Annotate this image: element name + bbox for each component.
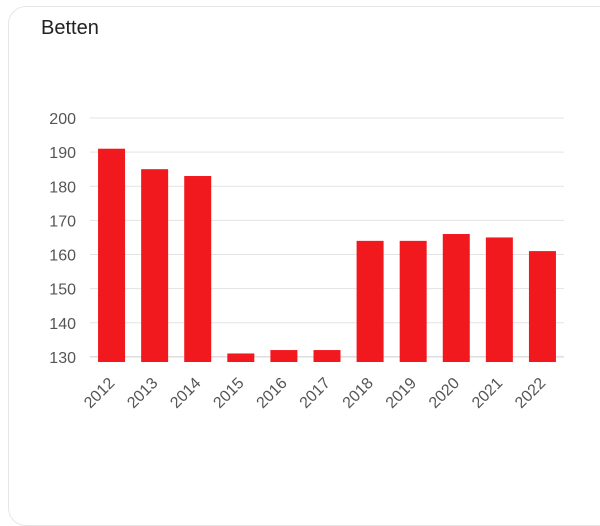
bar-2021	[485, 237, 513, 362]
y-tick-label: 130	[49, 350, 76, 367]
y-tick-label: 190	[49, 145, 76, 162]
x-tick-label: 2020	[426, 375, 463, 412]
bar-2016	[270, 350, 298, 362]
y-tick-label: 200	[49, 111, 76, 128]
x-tick-label: 2015	[210, 375, 247, 412]
y-tick-label: 150	[49, 282, 76, 299]
bar-2012	[98, 148, 126, 362]
bars	[98, 148, 556, 362]
bar-2017	[313, 350, 341, 362]
x-tick-label: 2021	[469, 375, 506, 412]
x-axis-ticks: 2012 2013 2014 2015 2016 2017 2018 2019 2020 2021…	[81, 375, 549, 412]
x-tick-label: 2014	[167, 375, 204, 412]
bar-2013	[141, 169, 169, 362]
x-tick-label: 2016	[254, 375, 291, 412]
bar-2019	[399, 240, 427, 362]
bar-2022	[528, 251, 556, 362]
x-tick-label: 2022	[512, 375, 549, 412]
bar-2014	[184, 176, 212, 362]
x-tick-label: 2017	[297, 375, 334, 412]
y-tick-label: 180	[49, 179, 76, 196]
bar-2018	[356, 240, 384, 362]
y-tick-label: 160	[49, 248, 76, 265]
bar-2020	[442, 234, 470, 362]
y-tick-label: 140	[49, 316, 76, 333]
x-tick-label: 2013	[124, 375, 161, 412]
x-tick-label: 2012	[81, 375, 118, 412]
x-tick-label: 2019	[383, 375, 420, 412]
bar-2015	[227, 353, 255, 362]
y-tick-label: 170	[49, 213, 76, 230]
x-tick-label: 2018	[340, 375, 377, 412]
y-axis-ticks: 130 140 150 160 170 180 190 200	[49, 111, 76, 367]
chart-title: Betten	[41, 17, 99, 39]
